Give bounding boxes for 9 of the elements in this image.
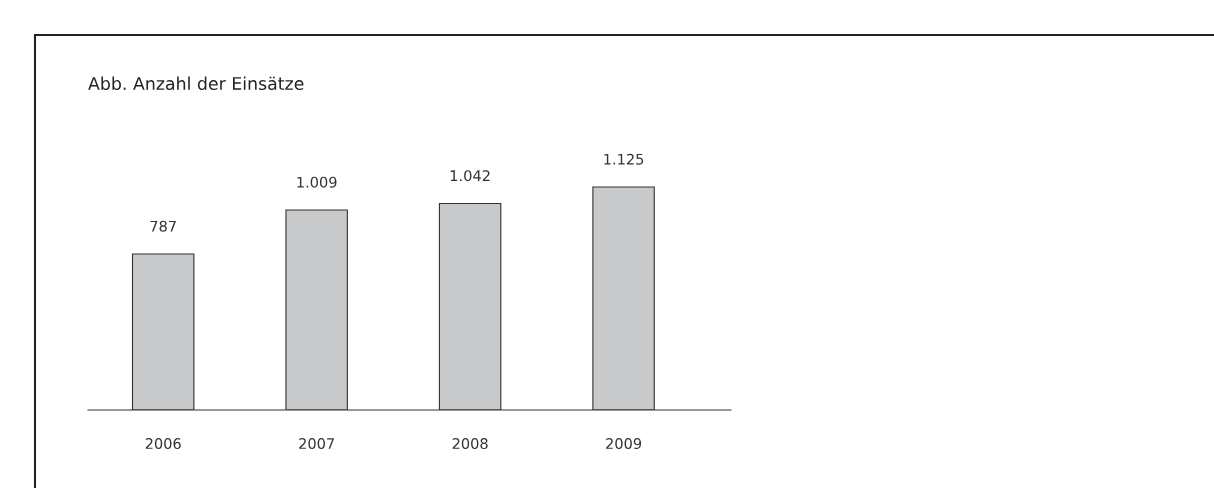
x-tick-label: 2007 (299, 438, 334, 450)
x-tick-label: 2009 (606, 438, 642, 450)
data-label: 1.009 (297, 176, 337, 188)
data-label: 1.042 (450, 170, 490, 182)
data-label: 787 (150, 220, 176, 232)
x-tick-label: 2006 (145, 438, 181, 450)
x-tick-label: 2008 (452, 438, 488, 450)
data-label: 1.125 (604, 153, 644, 165)
chart-title: Abb. Anzahl der Einsätze (88, 76, 304, 91)
